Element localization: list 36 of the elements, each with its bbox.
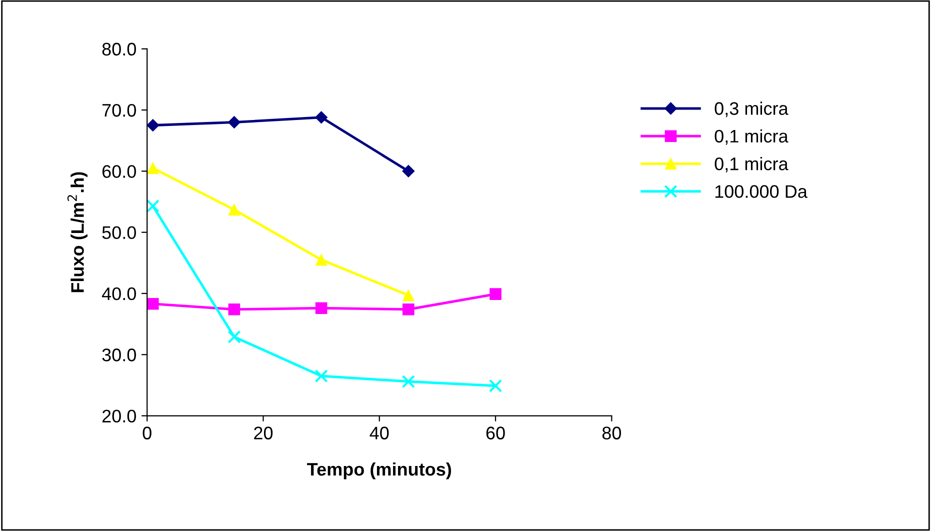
point: [402, 374, 416, 388]
point: [315, 254, 328, 266]
legend-label: 0,3 micra: [714, 102, 788, 118]
point: [402, 164, 415, 178]
point: [228, 204, 240, 216]
point: [314, 369, 328, 383]
x-tick-label: 80: [602, 426, 622, 440]
y-tick-label: 60.0: [102, 165, 136, 178]
y-axis-title: Fluxo (L/m$^{2}$.h): [67, 172, 88, 292]
x-tick-label: 20: [254, 426, 273, 440]
y-tick-label: 50.0: [102, 226, 136, 240]
point: [402, 303, 414, 316]
point: [315, 111, 328, 124]
legend-label: 0,1 micra: [714, 157, 788, 172]
x-tick-label: 60: [486, 426, 505, 440]
y-tick-label: 70.0: [102, 104, 136, 117]
point: [488, 379, 502, 392]
y-tick-label: 20.0: [102, 410, 136, 422]
point: [228, 116, 240, 128]
y-tick-label: 80.0: [102, 42, 136, 56]
legend-label: 100.000 Da: [715, 185, 808, 198]
point: [147, 298, 159, 310]
y-tick-label: 40.0: [102, 287, 136, 300]
x-tick-label: 40: [370, 426, 389, 440]
y-tick-label: 30.0: [102, 348, 136, 362]
point: [147, 199, 160, 213]
point: [490, 288, 502, 300]
point: [402, 289, 414, 302]
point: [147, 162, 159, 174]
x-tick-label: 0: [142, 426, 152, 440]
legend-label: 0,1 micra: [714, 129, 788, 145]
point: [315, 302, 328, 314]
point: [228, 303, 240, 316]
x-axis-title: Tempo (minutos): [307, 462, 452, 480]
point: [228, 330, 241, 344]
point: [147, 119, 160, 132]
